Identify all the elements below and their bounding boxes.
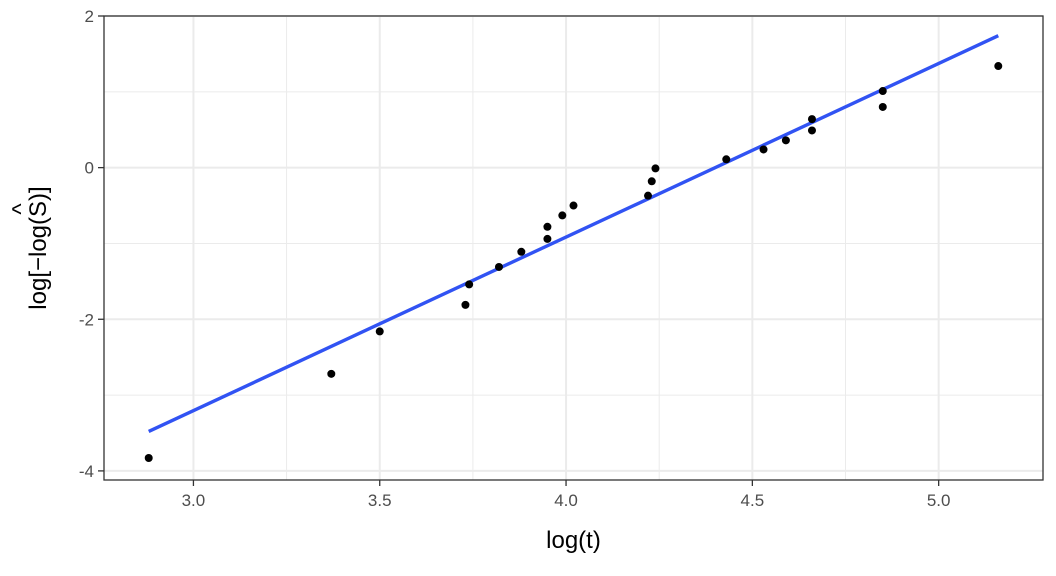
x-tick-label: 4.5 <box>741 491 765 510</box>
data-point <box>722 155 731 164</box>
grid <box>104 15 1043 480</box>
y-axis-title-suffix: )] <box>25 186 52 201</box>
y-tick-label: 0 <box>85 159 94 178</box>
data-point <box>517 247 526 256</box>
data-point <box>461 300 470 309</box>
x-axis-title: log(t) <box>546 527 601 554</box>
x-tick-label: 3.5 <box>368 491 392 510</box>
data-point <box>543 234 552 243</box>
y-tick-label: -2 <box>79 310 94 329</box>
data-point <box>494 262 503 271</box>
y-tick-label: -4 <box>79 462 94 481</box>
data-point <box>994 62 1003 71</box>
data-point <box>558 211 567 220</box>
y-axis-ticks: -4 -2 0 2 <box>79 7 104 481</box>
data-point <box>759 145 768 154</box>
y-axis-title-hat: ^ <box>8 203 35 215</box>
data-point <box>543 222 552 231</box>
data-point <box>878 102 887 111</box>
x-tick-label: 3.0 <box>182 491 206 510</box>
y-axis-title: log[−log(S)] ^ <box>8 186 52 309</box>
data-point <box>807 115 816 124</box>
data-point <box>144 454 153 463</box>
x-axis-ticks: 3.0 3.5 4.0 4.5 5.0 <box>182 480 951 510</box>
data-point <box>327 369 336 378</box>
fit-line-group <box>147 34 1000 434</box>
data-point <box>465 280 474 289</box>
panel-border <box>103 15 1044 481</box>
svg-text:log[−log(S)]: log[−log(S)] <box>25 186 52 309</box>
data-point <box>644 191 653 200</box>
y-axis-title-symbol: S <box>25 201 52 217</box>
data-point <box>807 126 816 135</box>
y-axis-title-prefix: log[−log( <box>25 217 52 310</box>
data-point <box>781 136 790 145</box>
data-point <box>569 201 578 210</box>
x-tick-label: 4.0 <box>554 491 578 510</box>
data-point <box>375 327 384 336</box>
data-point <box>651 164 660 173</box>
x-tick-label: 5.0 <box>927 491 951 510</box>
data-points <box>144 62 1003 463</box>
y-tick-label: 2 <box>85 7 94 26</box>
fit-line <box>147 34 1000 434</box>
data-point <box>878 87 887 96</box>
data-point <box>647 177 656 186</box>
